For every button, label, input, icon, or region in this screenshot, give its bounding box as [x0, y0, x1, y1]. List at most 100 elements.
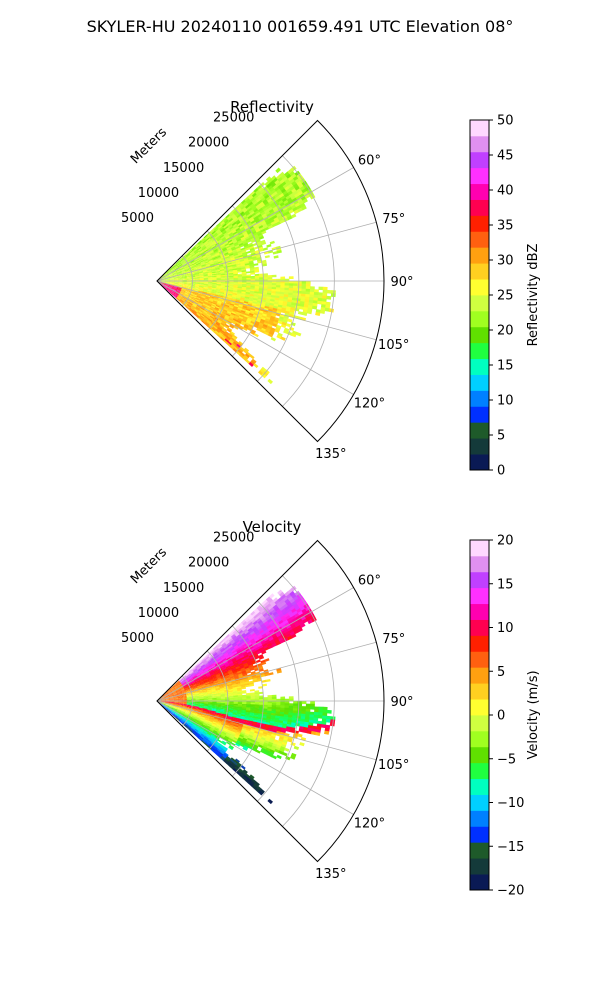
- data-cell: [274, 613, 280, 619]
- data-cell: [261, 315, 267, 319]
- colorbar-segment: [470, 231, 489, 248]
- data-cell: [173, 693, 178, 696]
- data-cell: [228, 250, 233, 254]
- data-cell: [217, 643, 222, 649]
- data-cell: [230, 313, 236, 318]
- data-cell: [184, 291, 190, 294]
- data-cell: [229, 323, 235, 328]
- data-cell: [172, 693, 178, 696]
- data-cell: [272, 617, 278, 623]
- data-cell: [210, 656, 216, 661]
- data-cell: [232, 294, 238, 297]
- data-cell: [225, 257, 231, 260]
- data-cell: [214, 265, 220, 268]
- data-cell: [186, 262, 192, 266]
- data-cell: [198, 676, 203, 680]
- data-cell: [201, 685, 207, 688]
- data-cell: [204, 259, 209, 262]
- data-cell: [226, 641, 232, 647]
- data-cell: [209, 260, 214, 264]
- data-cell: [163, 286, 168, 290]
- data-cell: [270, 640, 277, 646]
- data-cell: [232, 670, 238, 674]
- data-cell: [212, 667, 218, 672]
- data-cell: [217, 333, 223, 338]
- data-cell: [169, 695, 174, 698]
- data-cell: [221, 256, 226, 259]
- data-cell: [203, 668, 208, 672]
- data-cell: [202, 304, 207, 308]
- data-cell: [287, 206, 293, 212]
- data-cell: [288, 283, 294, 287]
- data-cell: [248, 664, 254, 668]
- data-cell: [203, 249, 209, 253]
- data-cell: [198, 301, 204, 305]
- data-cell: [185, 252, 190, 257]
- data-cell: [251, 198, 257, 204]
- data-cell: [236, 668, 242, 673]
- data-cell: [201, 294, 207, 297]
- data-cell: [305, 186, 311, 192]
- data-cell: [219, 233, 224, 238]
- data-cell: [172, 692, 178, 695]
- data-cell: [269, 202, 276, 208]
- data-cell: [222, 657, 227, 662]
- data-cell: [175, 297, 180, 302]
- data-cell: [232, 319, 237, 324]
- data-cell: [165, 280, 171, 281]
- data-cell: [243, 242, 249, 247]
- data-cell: [243, 635, 249, 641]
- data-cell: [236, 658, 242, 662]
- data-cell: [245, 657, 251, 662]
- data-cell: [221, 320, 227, 325]
- data-cell: [218, 331, 224, 337]
- data-cell: [191, 304, 197, 309]
- data-cell: [258, 215, 264, 220]
- data-cell: [228, 308, 233, 312]
- data-cell: [164, 695, 170, 698]
- data-cell: [195, 680, 200, 684]
- data-cell: [260, 631, 266, 636]
- data-cell: [182, 282, 188, 284]
- data-cell: [203, 317, 208, 322]
- data-cell: [205, 263, 211, 267]
- data-cell: [173, 273, 178, 276]
- data-cell: [171, 688, 176, 692]
- data-cell: [173, 693, 178, 696]
- data-cell: [239, 257, 245, 261]
- data-cell: [234, 625, 240, 630]
- data-cell: [241, 206, 247, 212]
- data-cell: [192, 685, 198, 688]
- data-cell: [282, 319, 288, 324]
- data-cell: [252, 634, 258, 639]
- data-cell: [196, 673, 202, 677]
- data-cell: [168, 273, 173, 276]
- data-cell: [160, 275, 165, 279]
- data-cell: [166, 689, 171, 693]
- data-cell: [223, 651, 228, 656]
- data-cell: [259, 368, 265, 374]
- data-cell: [237, 275, 243, 277]
- data-cell: [288, 287, 294, 291]
- colorbar-tick-label: 0: [497, 464, 505, 479]
- data-cell: [301, 291, 306, 295]
- data-cell: [276, 334, 282, 340]
- data-cell: [263, 636, 270, 642]
- data-cell: [259, 201, 265, 207]
- data-cell: [195, 275, 200, 278]
- data-cell: [233, 652, 239, 657]
- data-cell: [202, 289, 208, 291]
- data-cell: [167, 690, 171, 694]
- data-cell: [246, 199, 253, 205]
- data-cell: [197, 294, 202, 297]
- data-cell: [192, 294, 198, 297]
- data-cell: [194, 678, 200, 682]
- data-cell: [174, 685, 178, 689]
- data-cell: [194, 270, 199, 273]
- data-cell: [251, 358, 257, 364]
- data-cell: [203, 257, 208, 261]
- data-cell: [281, 212, 287, 218]
- data-cell: [204, 298, 210, 302]
- data-cell: [221, 677, 227, 681]
- data-cell: [209, 680, 214, 684]
